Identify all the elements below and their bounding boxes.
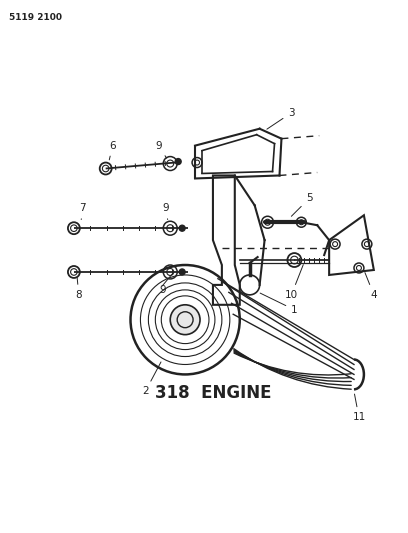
- Circle shape: [179, 225, 185, 231]
- Text: 5: 5: [291, 193, 313, 216]
- Text: 11: 11: [353, 394, 366, 422]
- Text: 9: 9: [162, 203, 169, 220]
- Circle shape: [179, 269, 185, 275]
- Text: 318  ENGINE: 318 ENGINE: [155, 384, 272, 402]
- Text: 5119 2100: 5119 2100: [9, 13, 62, 22]
- Text: 3: 3: [267, 108, 295, 129]
- Text: 6: 6: [109, 141, 116, 160]
- Text: 7: 7: [80, 203, 86, 220]
- Text: 10: 10: [285, 264, 303, 300]
- Circle shape: [175, 158, 181, 165]
- Text: 8: 8: [75, 278, 82, 300]
- Text: 1: 1: [260, 293, 298, 315]
- Text: 9: 9: [159, 285, 166, 295]
- Text: 2: 2: [142, 362, 161, 397]
- Text: 9: 9: [155, 141, 167, 158]
- Circle shape: [170, 305, 200, 335]
- Text: 4: 4: [365, 272, 377, 300]
